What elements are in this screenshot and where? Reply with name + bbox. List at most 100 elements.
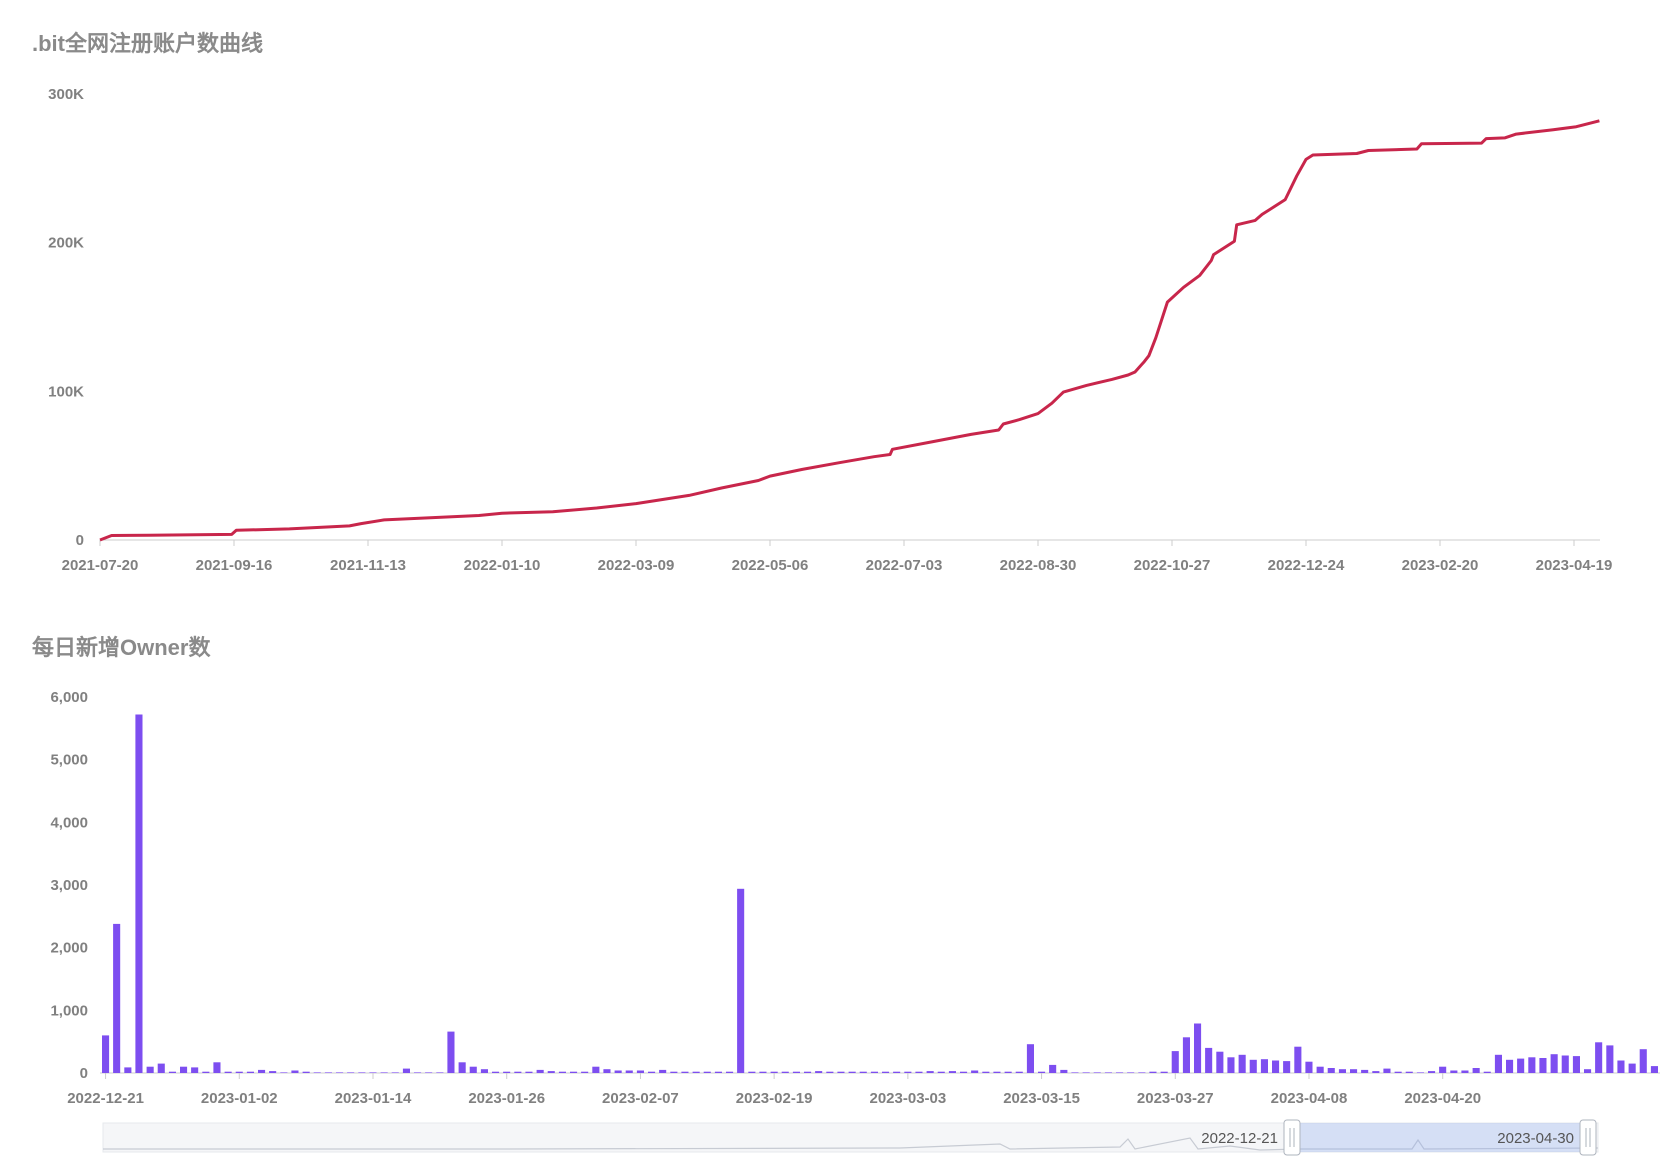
bar[interactable] xyxy=(1628,1063,1636,1073)
bar[interactable] xyxy=(904,1071,912,1073)
zoom-slider-track[interactable] xyxy=(102,1122,1599,1153)
bar[interactable] xyxy=(224,1071,232,1073)
bar[interactable] xyxy=(960,1071,968,1073)
bar[interactable] xyxy=(1216,1051,1224,1073)
bar[interactable] xyxy=(659,1069,667,1073)
bar[interactable] xyxy=(1338,1069,1346,1073)
bar[interactable] xyxy=(1260,1059,1268,1073)
bar[interactable] xyxy=(948,1071,956,1073)
bar[interactable] xyxy=(536,1069,544,1073)
bar[interactable] xyxy=(1572,1056,1580,1073)
bar[interactable] xyxy=(804,1071,812,1073)
bar[interactable] xyxy=(1517,1058,1525,1073)
bar[interactable] xyxy=(1049,1064,1057,1073)
bar[interactable] xyxy=(380,1072,388,1073)
bar[interactable] xyxy=(1127,1072,1135,1073)
bar[interactable] xyxy=(1428,1071,1436,1073)
bar[interactable] xyxy=(837,1071,845,1073)
bar[interactable] xyxy=(1650,1066,1658,1073)
bar[interactable] xyxy=(1584,1069,1592,1073)
bar[interactable] xyxy=(135,714,143,1074)
bar[interactable] xyxy=(1104,1072,1112,1073)
bar[interactable] xyxy=(1060,1069,1068,1073)
bar[interactable] xyxy=(246,1071,254,1073)
bar[interactable] xyxy=(926,1071,934,1073)
zoom-slider-start-handle[interactable] xyxy=(1283,1119,1301,1156)
bar[interactable] xyxy=(1595,1042,1603,1073)
bar[interactable] xyxy=(391,1072,399,1073)
bar[interactable] xyxy=(570,1071,578,1073)
bar[interactable] xyxy=(915,1071,923,1073)
bar[interactable] xyxy=(1327,1068,1335,1073)
bar[interactable] xyxy=(235,1071,243,1073)
bar[interactable] xyxy=(146,1066,154,1073)
bar[interactable] xyxy=(1506,1059,1514,1073)
bar[interactable] xyxy=(492,1071,500,1073)
bar[interactable] xyxy=(1238,1054,1246,1073)
bar[interactable] xyxy=(191,1067,199,1073)
bar[interactable] xyxy=(815,1071,823,1073)
bar[interactable] xyxy=(1561,1055,1569,1074)
bar[interactable] xyxy=(1093,1072,1101,1073)
bar[interactable] xyxy=(324,1072,332,1073)
bar[interactable] xyxy=(993,1071,1001,1073)
bar[interactable] xyxy=(714,1071,722,1073)
bar[interactable] xyxy=(1116,1072,1124,1073)
bar[interactable] xyxy=(982,1071,990,1073)
bar[interactable] xyxy=(280,1072,288,1073)
bar[interactable] xyxy=(503,1071,511,1073)
bar[interactable] xyxy=(1528,1057,1536,1073)
bar[interactable] xyxy=(1272,1060,1280,1074)
bar[interactable] xyxy=(848,1071,856,1073)
bar[interactable] xyxy=(893,1071,901,1073)
bar[interactable] xyxy=(882,1071,890,1073)
bar[interactable] xyxy=(603,1069,611,1073)
bar[interactable] xyxy=(1450,1070,1458,1074)
bar[interactable] xyxy=(1205,1047,1213,1073)
bar[interactable] xyxy=(1071,1072,1079,1073)
bar[interactable] xyxy=(414,1072,422,1073)
bar[interactable] xyxy=(480,1069,488,1073)
bar[interactable] xyxy=(1004,1071,1012,1073)
bar[interactable] xyxy=(1483,1071,1491,1073)
bar[interactable] xyxy=(1283,1061,1291,1073)
bar[interactable] xyxy=(636,1070,644,1074)
bar[interactable] xyxy=(670,1071,678,1073)
bar[interactable] xyxy=(592,1066,600,1073)
bar[interactable] xyxy=(302,1071,310,1073)
bar[interactable] xyxy=(558,1071,566,1073)
bar[interactable] xyxy=(870,1071,878,1073)
bar[interactable] xyxy=(648,1071,656,1073)
bar[interactable] xyxy=(1026,1044,1034,1073)
bar[interactable] xyxy=(1316,1066,1324,1073)
bar[interactable] xyxy=(525,1071,533,1073)
bar[interactable] xyxy=(1294,1046,1302,1073)
bar[interactable] xyxy=(859,1071,867,1073)
bar[interactable] xyxy=(514,1071,522,1073)
bar[interactable] xyxy=(436,1072,444,1073)
bar[interactable] xyxy=(581,1071,589,1073)
bar[interactable] xyxy=(1149,1071,1157,1073)
bar[interactable] xyxy=(1227,1057,1235,1073)
bar[interactable] xyxy=(358,1072,366,1073)
bar[interactable] xyxy=(1171,1051,1179,1073)
bar[interactable] xyxy=(547,1071,555,1073)
bar[interactable] xyxy=(1494,1054,1502,1073)
bar[interactable] xyxy=(1606,1045,1614,1073)
bar[interactable] xyxy=(102,1035,110,1073)
bar[interactable] xyxy=(1305,1061,1313,1073)
bar[interactable] xyxy=(202,1071,210,1073)
bar[interactable] xyxy=(1160,1071,1168,1073)
bar[interactable] xyxy=(336,1072,344,1073)
bar[interactable] xyxy=(1138,1072,1146,1073)
bar[interactable] xyxy=(1038,1071,1046,1073)
bar[interactable] xyxy=(402,1068,410,1073)
bar[interactable] xyxy=(1383,1068,1391,1073)
bar[interactable] xyxy=(180,1066,188,1073)
bar[interactable] xyxy=(157,1063,165,1073)
bar[interactable] xyxy=(737,888,745,1073)
bar[interactable] xyxy=(1472,1068,1480,1073)
bar[interactable] xyxy=(1249,1059,1257,1073)
bar[interactable] xyxy=(269,1071,277,1073)
bar[interactable] xyxy=(826,1071,834,1073)
